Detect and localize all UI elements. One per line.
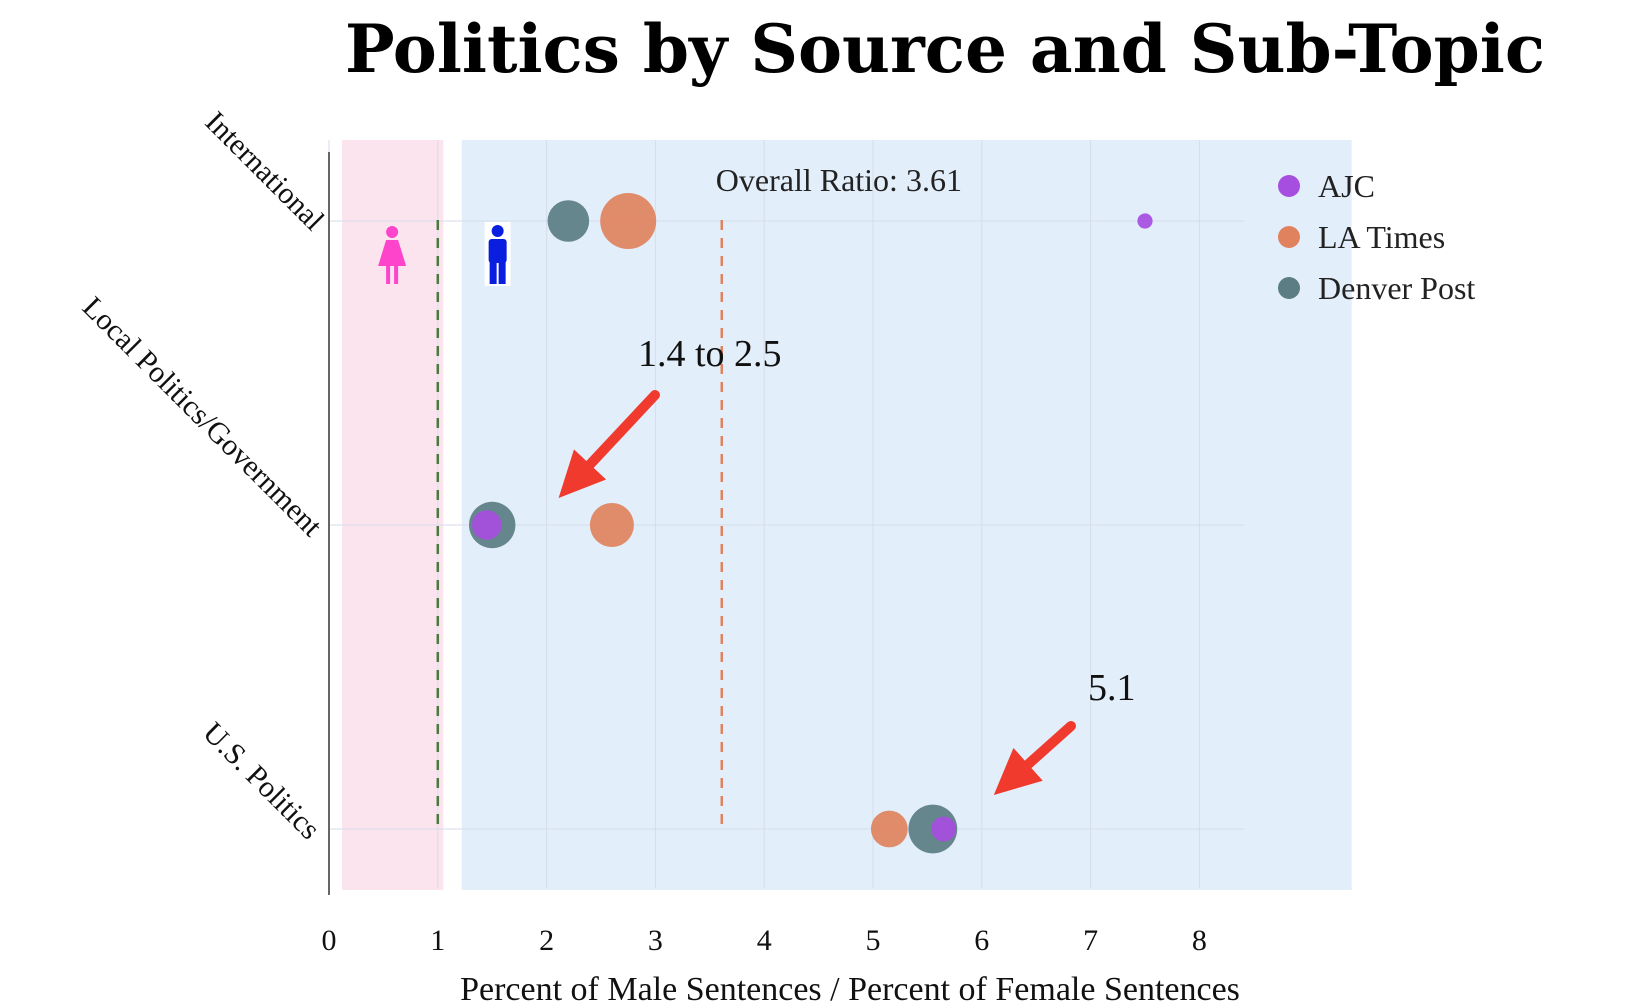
legend-label: AJC xyxy=(1318,168,1375,204)
annotation-label: 1.4 to 2.5 xyxy=(638,333,782,375)
category-label: Local Politics/Government xyxy=(76,290,329,543)
x-tick-label: 0 xyxy=(322,924,337,957)
x-tick-label: 6 xyxy=(974,924,989,957)
legend-marker xyxy=(1278,226,1300,248)
x-tick-label: 7 xyxy=(1083,924,1098,957)
annotation-label: 5.1 xyxy=(1088,667,1136,709)
x-tick-label: 8 xyxy=(1192,924,1207,957)
x-axis-label: Percent of Male Sentences / Percent of F… xyxy=(460,971,1240,1008)
x-tick-label: 1 xyxy=(430,924,445,957)
point-ajc xyxy=(931,817,956,842)
overall-ratio-label: Overall Ratio: 3.61 xyxy=(716,162,962,198)
category-labels: International Local Politics/Government U.… xyxy=(76,105,331,846)
point-la-times xyxy=(590,503,634,547)
point-denver-post xyxy=(548,200,590,242)
x-tick-label: 4 xyxy=(757,924,772,957)
x-tick-label: 5 xyxy=(866,924,881,957)
point-ajc xyxy=(1137,213,1152,228)
legend-label: LA Times xyxy=(1318,219,1445,255)
legend-label: Denver Post xyxy=(1318,270,1475,306)
point-la-times xyxy=(871,811,908,848)
legend-marker xyxy=(1278,175,1300,197)
category-label: International xyxy=(199,105,331,237)
male-icon xyxy=(485,222,511,286)
chart-title: Politics by Source and Sub-Topic xyxy=(345,10,1545,88)
point-ajc xyxy=(472,510,502,540)
x-tick-label: 3 xyxy=(648,924,663,957)
point-la-times xyxy=(600,193,656,249)
category-label: U.S. Politics xyxy=(196,716,326,846)
gender-icons xyxy=(378,222,511,286)
legend-marker xyxy=(1278,277,1300,299)
x-tick-label: 2 xyxy=(539,924,554,957)
